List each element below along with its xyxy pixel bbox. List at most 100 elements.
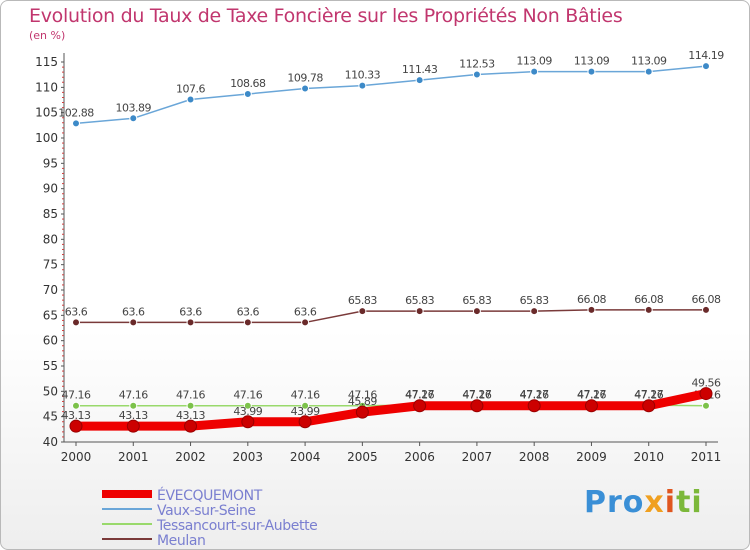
legend-label-tessancourt-sur-aubette: Tessancourt-sur-Aubette — [156, 518, 317, 534]
data-point-vaux-sur-seine-2003 — [243, 90, 252, 99]
data-label-meulan-2000: 63.6 — [65, 305, 88, 318]
y-tick-label-55: 55 — [43, 359, 58, 373]
data-point-tessancourt-sur-aubette-2011 — [702, 401, 710, 410]
data-label-tessancourt-sur-aubette-2009: 47.27 — [577, 388, 606, 401]
data-point-meulan-2009 — [587, 305, 596, 314]
y-tick-label-105: 105 — [35, 106, 58, 120]
y-tick-label-110: 110 — [35, 80, 58, 94]
data-label-tessancourt-sur-aubette-2001: 47.16 — [119, 389, 148, 402]
data-label--vecquemont-2001: 43.13 — [119, 409, 148, 422]
x-tick-label-2002: 2002 — [175, 450, 206, 464]
data-label-tessancourt-sur-aubette-2004: 47.16 — [291, 389, 320, 402]
data-point-vaux-sur-seine-2001 — [129, 114, 138, 123]
y-tick-label-90: 90 — [43, 182, 58, 196]
data-label-vaux-sur-seine-2005: 110.33 — [345, 69, 381, 82]
x-tick-label-2006: 2006 — [404, 450, 435, 464]
x-tick-label-2001: 2001 — [118, 450, 149, 464]
data-label--vecquemont-2004: 43.99 — [291, 405, 320, 418]
data-label-vaux-sur-seine-2009: 113.09 — [574, 55, 610, 68]
y-tick-label-75: 75 — [43, 258, 58, 272]
data-point-meulan-2006 — [415, 307, 424, 316]
data-label-meulan-2008: 65.83 — [520, 294, 549, 307]
data-point-vaux-sur-seine-2002 — [186, 95, 195, 104]
data-label-vaux-sur-seine-2007: 112.53 — [459, 58, 495, 71]
data-label-vaux-sur-seine-2000: 102.88 — [58, 106, 94, 119]
data-label-vaux-sur-seine-2001: 103.89 — [116, 101, 152, 114]
data-label-tessancourt-sur-aubette-2005: 47.16 — [348, 389, 377, 402]
data-label--vecquemont-2000: 43.13 — [62, 409, 91, 422]
data-label--vecquemont-2008: 47.16 — [520, 389, 549, 402]
data-label-tessancourt-sur-aubette-2006: 47.27 — [405, 388, 434, 401]
data-label-vaux-sur-seine-2003: 108.68 — [230, 77, 266, 90]
data-label-tessancourt-sur-aubette-2003: 47.16 — [233, 389, 262, 402]
chart-title: Evolution du Taux de Taxe Foncière sur l… — [29, 5, 623, 27]
data-point--vecquemont-2003 — [241, 415, 255, 429]
data-label-vaux-sur-seine-2006: 111.43 — [402, 63, 438, 76]
data-label-tessancourt-sur-aubette-2008: 47.27 — [520, 388, 549, 401]
x-tick-label-2007: 2007 — [462, 450, 493, 464]
data-point-vaux-sur-seine-2005 — [358, 81, 367, 90]
legend-label--vecquemont: ÉVECQUEMONT — [157, 487, 263, 504]
x-tick-label-2005: 2005 — [347, 450, 378, 464]
y-tick-label-115: 115 — [35, 55, 58, 69]
data-point--vecquemont-2006 — [413, 399, 427, 413]
data-point--vecquemont-2008 — [527, 399, 541, 413]
y-axis-label: (en %) — [29, 29, 66, 42]
legend-label-meulan: Meulan — [157, 533, 206, 549]
data-label--vecquemont-2006: 47.16 — [405, 389, 434, 402]
data-point--vecquemont-2004 — [298, 415, 312, 429]
data-point--vecquemont-2002 — [184, 419, 198, 433]
data-point-meulan-2011 — [702, 305, 710, 314]
data-point-tessancourt-sur-aubette-2001 — [129, 401, 138, 410]
x-tick-label-2000: 2000 — [61, 450, 92, 464]
data-point-meulan-2005 — [358, 307, 367, 316]
y-tick-label-65: 65 — [43, 308, 58, 322]
data-point-vaux-sur-seine-2007 — [472, 70, 481, 79]
y-tick-label-95: 95 — [43, 156, 58, 170]
data-point--vecquemont-2009 — [584, 399, 598, 413]
data-label-meulan-2003: 63.6 — [237, 305, 260, 318]
x-tick-label-2010: 2010 — [633, 450, 664, 464]
data-point-tessancourt-sur-aubette-2004 — [301, 401, 310, 410]
data-point-vaux-sur-seine-2008 — [530, 67, 539, 76]
x-tick-label-2008: 2008 — [519, 450, 550, 464]
data-label--vecquemont-2003: 43.99 — [233, 405, 262, 418]
data-label-meulan-2001: 63.6 — [122, 305, 145, 318]
data-label--vecquemont-2009: 47.16 — [577, 389, 606, 402]
data-point-tessancourt-sur-aubette-2000 — [72, 401, 80, 410]
series-line-meulan — [76, 309, 706, 324]
data-point-vaux-sur-seine-2011 — [702, 62, 710, 71]
data-label-meulan-2004: 63.6 — [294, 305, 317, 318]
data-point--vecquemont-2005 — [355, 405, 369, 419]
data-point-meulan-2002 — [186, 318, 195, 327]
data-label-meulan-2011: 66.08 — [692, 293, 721, 306]
data-label-meulan-2009: 66.08 — [577, 293, 606, 306]
data-point-meulan-2001 — [129, 318, 138, 327]
data-label-tessancourt-sur-aubette-2010: 47.27 — [634, 388, 663, 401]
data-point-meulan-2000 — [72, 318, 80, 327]
data-label-meulan-2005: 65.83 — [348, 294, 377, 307]
data-label-tessancourt-sur-aubette-2002: 47.16 — [176, 389, 205, 402]
data-point-meulan-2007 — [472, 307, 481, 316]
data-label-vaux-sur-seine-2008: 113.09 — [516, 55, 552, 68]
data-point--vecquemont-2001 — [126, 419, 140, 433]
logo-part-pro: Pro — [584, 485, 645, 520]
data-label-vaux-sur-seine-2010: 113.09 — [631, 55, 667, 68]
data-point-meulan-2008 — [530, 307, 539, 316]
data-label-vaux-sur-seine-2004: 109.78 — [287, 71, 323, 84]
data-point-tessancourt-sur-aubette-2002 — [186, 401, 195, 410]
data-point-meulan-2004 — [301, 318, 310, 327]
y-tick-label-80: 80 — [43, 232, 58, 246]
data-label-tessancourt-sur-aubette-2007: 47.27 — [462, 388, 491, 401]
series-line--vecquemont — [76, 389, 707, 431]
series-line-vaux-sur-seine — [75, 65, 707, 125]
data-point-tessancourt-sur-aubette-2003 — [243, 401, 252, 410]
data-label--vecquemont-2011: 49.56 — [692, 377, 721, 390]
data-point-vaux-sur-seine-2009 — [587, 67, 596, 76]
legend-label-vaux-sur-seine: Vaux-sur-Seine — [157, 503, 256, 519]
logo-part-i: i — [664, 485, 677, 520]
y-tick-label-40: 40 — [43, 435, 58, 449]
logo-part-x: x — [644, 485, 665, 520]
data-label-vaux-sur-seine-2002: 107.6 — [176, 82, 205, 95]
